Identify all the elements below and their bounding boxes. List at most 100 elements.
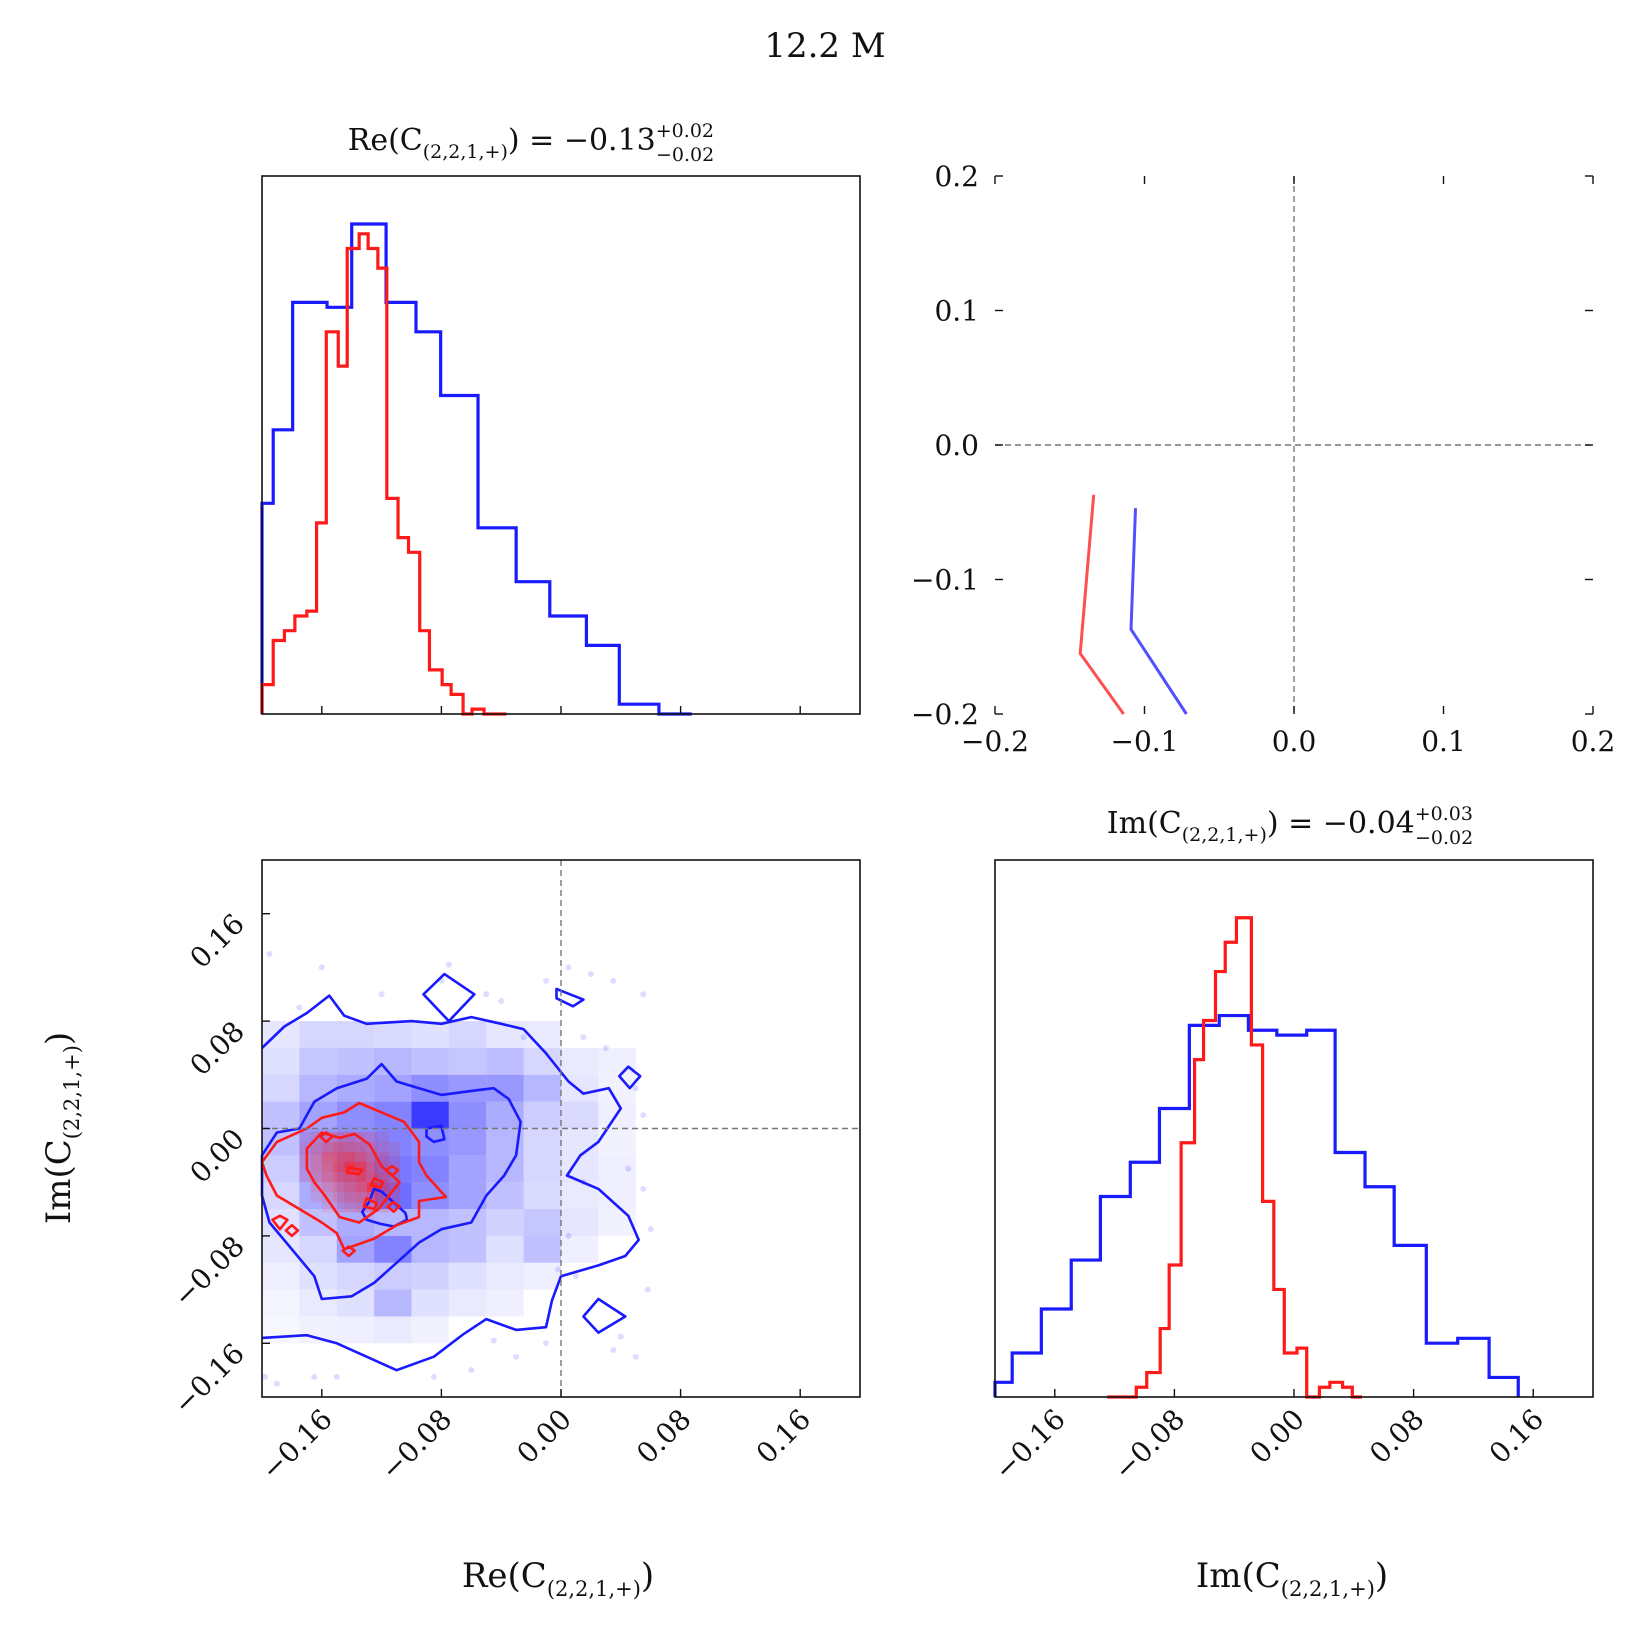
joint-blue-cell [486,1262,524,1290]
joint-red-cell [344,1192,356,1203]
joint-blue-cell [561,1235,599,1263]
joint-xtick-label: 0.16 [750,1403,817,1470]
im-hist-series-blue [993,1013,1520,1397]
joint-red-cell [310,1141,322,1152]
joint-blue-cell [411,1289,449,1317]
joint-red-cell [389,1192,401,1203]
re-title-sub: (2,2,1,+) [423,141,508,163]
joint-scatter-point [468,1367,475,1374]
joint-scatter-point [602,1044,609,1051]
joint-scatter-point [565,964,572,971]
joint-scatter-point [333,1373,340,1380]
joint-blue-cell [448,1235,487,1263]
re-hist-series-blue [260,222,692,716]
joint-blue-cell [411,1316,449,1344]
joint-ytick-label: −0.08 [167,1230,251,1314]
joint-xtick-label: −0.16 [255,1403,339,1487]
trace-ytick-label: 0.2 [934,160,979,193]
joint-red-cell [366,1192,378,1203]
joint-red-cell [389,1151,401,1163]
joint-red-cell [355,1162,367,1173]
joint-red-cell [321,1131,334,1142]
im-histogram-ticks: −0.16 −0.08 0.00 0.08 0.16 [988,1389,1550,1487]
joint-marks [260,860,860,1397]
joint-blue-cell [523,1182,561,1210]
joint-blue-cell [411,1262,449,1290]
joint-blue-cell [598,1047,636,1075]
joint-red-cell [299,1172,311,1183]
joint-blue-cell [374,1235,412,1263]
joint-xtick-label: −0.08 [374,1403,458,1487]
re-title-rest: ) = −0.13 [508,123,656,158]
joint-scatter-point [647,1226,654,1233]
joint-blue-cell [448,1047,487,1075]
joint-scatter-point [318,964,325,971]
joint-blue-cell [523,1209,561,1236]
joint-red-cell [377,1182,390,1193]
joint-red-contour [386,1201,401,1213]
joint-red-cell [299,1131,311,1142]
im-title-main: Im(C [1107,806,1182,841]
joint-blue-cell [486,1155,524,1183]
joint-scatter-point [430,1373,437,1380]
im-x-label: Im(C(2,2,1,+)) [1196,1556,1388,1601]
trace-ytick-label: −0.1 [911,564,979,597]
trace-ticks: −0.2 −0.1 0.0 0.1 0.2 −0.2 −0.1 0.0 0.1 0.2 [911,160,1615,758]
joint-blue-cell [262,1101,300,1129]
joint-red-cell [355,1151,367,1163]
re-title-sup: +0.02 [656,120,714,142]
joint-y-label-rest: ) [39,1032,79,1045]
im-title-inf: −0.02 [1415,827,1473,849]
joint-scatter-point [640,991,647,998]
joint-blue-contour [261,994,640,1372]
joint-blue-cell [262,1074,300,1102]
joint-blue-cell [262,1316,299,1343]
joint-blue-cell [374,1316,412,1344]
joint-red-cell [321,1162,334,1173]
im-x-label-sub: (2,2,1,+) [1281,1577,1375,1601]
joint-blue-cell [523,1262,561,1290]
joint-scatter-point [266,950,273,957]
joint-blue-cell [448,1262,487,1290]
joint-scatter-point [565,1232,572,1239]
joint-blue-contour [555,987,585,1008]
joint-red-cell [366,1151,378,1163]
joint-red-cell [310,1162,322,1173]
joint-scatter-point [610,977,617,984]
joint-blue-contour [260,1062,522,1301]
joint-red-cell [366,1131,378,1142]
trace-xtick-label: 0.1 [1421,725,1466,758]
joint-red-cell [310,1151,322,1163]
joint-red-cell [333,1141,345,1152]
joint-scatter-point [632,1353,639,1360]
re-histogram-panel: Re(C(2,2,1,+)) = −0.13+0.02 −0.02 [260,120,861,716]
trace-panel: −0.2 −0.1 0.0 0.1 0.2 −0.2 −0.1 0.0 0.1 0.2 [911,160,1615,758]
joint-blue-cell [336,1316,375,1344]
joint-red-cell [333,1182,345,1193]
joint-blue-cell [374,1021,412,1048]
joint-xtick-label: 0.08 [630,1403,697,1470]
joint-x-label-sub: (2,2,1,+) [547,1577,641,1601]
im-hist-series-red [1107,916,1363,1399]
joint-blue-cell [411,1047,449,1075]
im-title-sub: (2,2,1,+) [1182,824,1267,846]
joint-blue-contour [422,972,476,1023]
trace-line-blue_light [1129,508,1188,715]
joint-red-cell [377,1141,390,1152]
joint-blue-cell [411,1209,449,1236]
joint-blue-cell [448,1155,487,1183]
joint-blue-cell [411,1235,449,1263]
joint-x-label-rest: ) [641,1556,654,1596]
joint-red-cell [366,1182,378,1193]
joint-scatter-point [378,991,385,998]
joint-blue-cell [299,1047,337,1075]
joint-red-cell [355,1172,367,1183]
figure-title: 12.2 M [764,26,885,66]
joint-blue-cell [448,1101,487,1129]
joint-red-cell [344,1131,356,1142]
joint-red-contour [345,1166,364,1176]
joint-red-cell [377,1192,390,1203]
joint-red-cell [333,1151,345,1163]
re-title-inf: −0.02 [656,144,714,166]
trace-marks [995,176,1593,715]
